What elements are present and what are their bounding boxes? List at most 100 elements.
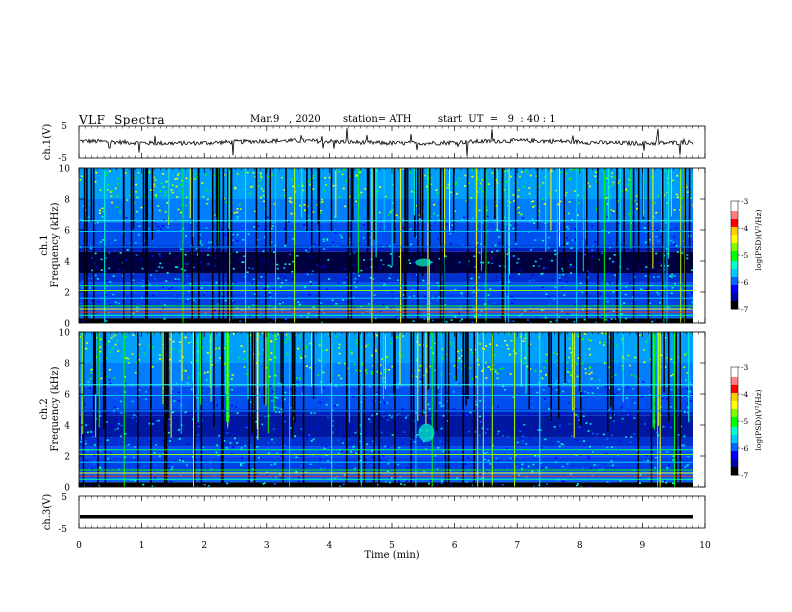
spectrogram-cell xyxy=(458,312,460,315)
spectrogram-cell xyxy=(178,350,181,353)
spectrogram-cell xyxy=(105,257,108,259)
spectrogram-cell xyxy=(106,395,109,398)
spectrogram-cell xyxy=(606,481,609,483)
x-tick-label: 8 xyxy=(577,541,583,551)
spectrogram-cell xyxy=(633,433,636,435)
spectrogram-cell xyxy=(199,373,201,375)
spectrogram-cell xyxy=(428,482,430,485)
spectrogram-cell xyxy=(131,353,134,355)
spectrogram-cell xyxy=(354,431,357,434)
colorbar-segment xyxy=(731,437,738,440)
spectrogram-cell xyxy=(283,444,286,447)
spectrogram-cell xyxy=(187,413,190,415)
spectrogram-cell xyxy=(80,175,83,178)
spectrogram-cell xyxy=(134,242,137,244)
spectrogram-cell xyxy=(285,282,288,285)
spectrogram-cell xyxy=(284,245,287,247)
spectrogram-cell xyxy=(452,381,455,383)
spectrogram-cell xyxy=(153,185,156,188)
spectrogram-cell xyxy=(95,317,97,319)
spectrogram-cell xyxy=(450,484,453,486)
spectrogram-cell xyxy=(342,419,345,422)
spectrogram-cell xyxy=(633,402,636,405)
spectrogram-cell xyxy=(85,460,88,462)
spectrogram-cell xyxy=(670,292,673,294)
spectrogram-band xyxy=(79,318,693,323)
spectrogram-cell xyxy=(323,447,326,450)
spectrogram-cell xyxy=(610,209,613,211)
spectrogram-cell xyxy=(352,396,355,398)
spectrogram-cell xyxy=(332,184,335,187)
spectrogram-cell xyxy=(281,413,284,415)
spectrogram-cell xyxy=(101,207,104,210)
spectrogram-cell xyxy=(568,201,571,203)
spectrogram-cell xyxy=(490,368,492,371)
spectrogram-cell xyxy=(153,183,156,185)
spectrogram-cell xyxy=(487,459,490,462)
spectrogram-cell xyxy=(545,360,547,362)
spectrogram-cell xyxy=(687,456,690,458)
spectrogram-cell xyxy=(497,460,499,463)
spectrogram-cell xyxy=(458,261,461,264)
spectrogram-cell xyxy=(158,354,161,356)
spectrogram-cell xyxy=(456,477,458,479)
spectrogram-cell xyxy=(204,483,207,485)
spectrogram-cell xyxy=(608,282,611,285)
spectrogram-cell xyxy=(327,259,330,261)
spectrogram-cell xyxy=(161,286,164,289)
spectrogram-cell xyxy=(252,304,255,307)
spectrogram-cell xyxy=(526,365,529,368)
spectrogram-cell xyxy=(612,242,615,244)
spectrogram-cell xyxy=(569,247,572,249)
spectrogram-cell xyxy=(398,446,401,449)
spectrogram-cell xyxy=(241,457,244,459)
spectrogram-cell xyxy=(582,338,584,340)
spectrogram-cell xyxy=(660,366,662,368)
spectrogram-cell xyxy=(607,409,610,411)
spectrogram-cell xyxy=(334,232,337,234)
spectrogram-cell xyxy=(672,482,675,485)
spectrogram-cell xyxy=(299,335,302,337)
spectrogram-cell xyxy=(325,454,328,456)
spectrogram-cell xyxy=(180,248,183,251)
spectrogram-cell xyxy=(397,463,400,466)
spectrogram-cell xyxy=(604,386,607,388)
spectrogram-cell xyxy=(538,484,541,487)
spectrogram-cell xyxy=(686,254,689,256)
spectrogram-cell xyxy=(278,411,281,413)
spectrogram-cell xyxy=(302,189,305,192)
spectrogram-cell xyxy=(320,222,323,225)
colorbar-segment xyxy=(731,407,738,410)
spectrogram-cell xyxy=(523,423,526,426)
spectrogram-cell xyxy=(151,485,153,487)
spectrogram-cell xyxy=(388,245,391,248)
spectrogram-cell xyxy=(100,269,103,271)
spectrogram-cell xyxy=(356,281,359,283)
spectrogram-cell xyxy=(335,387,338,390)
spectrogram-cell xyxy=(568,371,571,374)
spectrogram-band xyxy=(79,245,693,252)
spectrogram-cell xyxy=(151,366,154,368)
spectrogram-cell xyxy=(192,299,195,302)
spectrogram-cell xyxy=(627,183,630,186)
spectrogram-cell xyxy=(92,435,95,438)
spectrogram-cell xyxy=(114,428,117,431)
spectrogram-emission xyxy=(415,258,432,267)
spectrogram-cell xyxy=(458,177,461,180)
spectrogram-cell xyxy=(231,300,234,302)
spectrogram-cell xyxy=(554,286,557,289)
spectrogram-cell xyxy=(180,457,183,460)
spectrogram-cell xyxy=(315,229,318,231)
x-tick-label: 7 xyxy=(514,541,520,551)
spectrogram-cell xyxy=(667,306,670,308)
spectrogram-cell xyxy=(246,479,249,482)
spectrogram-cell xyxy=(335,335,337,338)
spectrogram-cell xyxy=(420,450,423,453)
spectrogram-cell xyxy=(280,455,283,457)
spectrogram-cell xyxy=(385,356,388,359)
spectrogram-cell xyxy=(80,220,83,223)
spectrogram-cell xyxy=(603,341,606,344)
spectrogram-cell xyxy=(530,201,533,203)
spectrogram-cell xyxy=(453,408,456,410)
